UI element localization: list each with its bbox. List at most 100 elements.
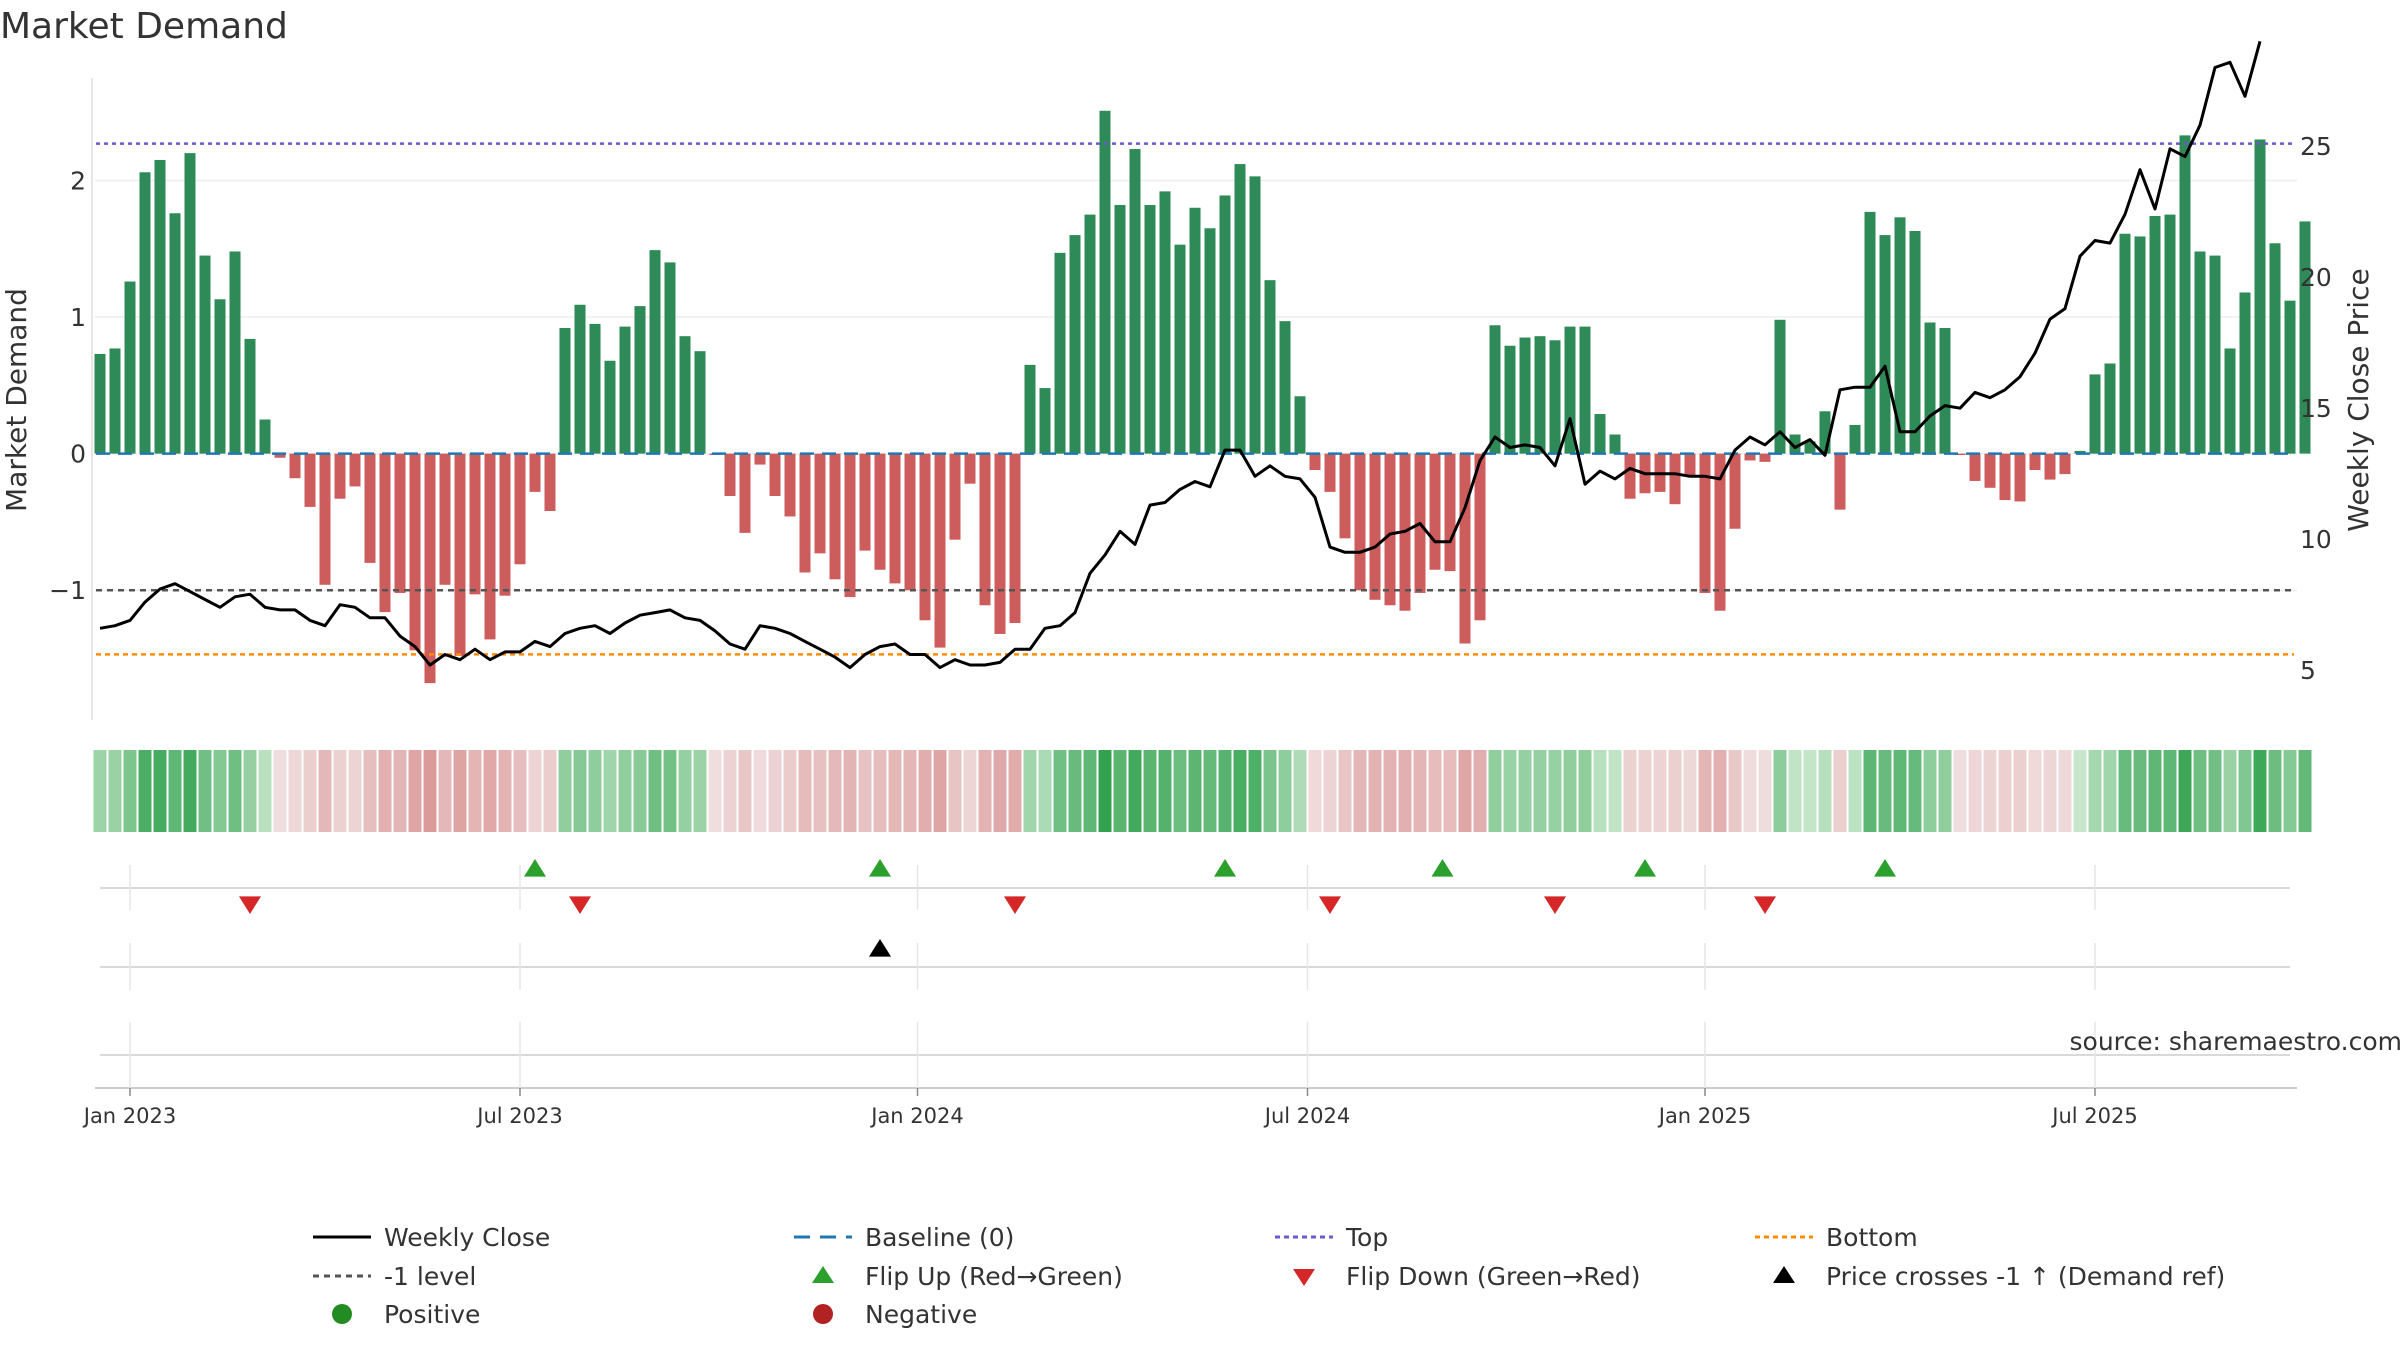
heat-cell xyxy=(723,750,737,832)
legend-label: -1 level xyxy=(384,1262,476,1291)
negative-demand-bar xyxy=(934,453,946,648)
negative-demand-bar xyxy=(1429,453,1441,570)
heat-cell xyxy=(318,750,332,832)
event-markers xyxy=(239,859,1896,957)
negative-demand-bar xyxy=(289,453,301,479)
x-tick-label: Jan 2024 xyxy=(869,1104,964,1128)
heat-cell xyxy=(1803,750,1817,832)
weekly-close-line-group xyxy=(99,40,2262,670)
heat-cell xyxy=(798,750,812,832)
heat-cell xyxy=(2298,750,2312,832)
x-tick-label: Jan 2025 xyxy=(1657,1104,1752,1128)
positive-demand-bar xyxy=(1804,441,1816,454)
negative-demand-bar xyxy=(1384,453,1396,606)
heat-cell xyxy=(93,750,107,832)
positive-demand-bar xyxy=(1849,424,1861,454)
legend-label: Positive xyxy=(384,1300,480,1329)
positive-demand-bar xyxy=(1159,191,1171,454)
positive-demand-bar xyxy=(1564,326,1576,454)
negative-demand-bar xyxy=(814,453,826,554)
heat-cell xyxy=(2178,750,2192,832)
positive-demand-bar xyxy=(649,250,661,454)
positive-demand-bar xyxy=(2239,292,2251,454)
right-tick-label: 10 xyxy=(2300,525,2332,554)
heat-cell xyxy=(1323,750,1337,832)
positive-demand-bar xyxy=(664,262,676,454)
negative-demand-bar xyxy=(1969,453,1981,481)
positive-demand-bar xyxy=(1819,411,1831,454)
negative-demand-bar xyxy=(889,453,901,584)
legend-flip-up-swatch xyxy=(812,1266,834,1283)
heat-cell xyxy=(1263,750,1277,832)
positive-demand-bar xyxy=(214,299,226,454)
heat-cell xyxy=(2043,750,2057,832)
heat-cell xyxy=(2163,750,2177,832)
heat-cell xyxy=(1308,750,1322,832)
positive-demand-bar xyxy=(1084,214,1096,454)
positive-demand-bar xyxy=(1924,322,1936,454)
heat-cell xyxy=(138,750,152,832)
flip-down-marker xyxy=(569,896,591,914)
heat-cell xyxy=(1053,750,1067,832)
positive-demand-bar xyxy=(2254,139,2266,454)
heat-cell xyxy=(1173,750,1187,832)
negative-demand-bar xyxy=(2014,453,2026,502)
positive-demand-bar xyxy=(634,306,646,454)
negative-demand-bar xyxy=(424,453,436,684)
heat-cell xyxy=(543,750,557,832)
right-tick-label: 25 xyxy=(2300,132,2332,161)
negative-demand-bar xyxy=(304,453,316,507)
positive-demand-bar xyxy=(604,360,616,454)
heat-cell xyxy=(1893,750,1907,832)
left-axis-label: Market Demand xyxy=(0,288,33,512)
negative-demand-bar xyxy=(409,453,421,651)
positive-demand-bar xyxy=(124,281,136,454)
positive-demand-bar xyxy=(169,213,181,454)
heat-cell xyxy=(273,750,287,832)
negative-demand-bar xyxy=(529,453,541,492)
negative-demand-bar xyxy=(859,453,871,551)
positive-demand-bar xyxy=(1279,321,1291,454)
negative-demand-bar xyxy=(319,453,331,585)
heat-cell xyxy=(1188,750,1202,832)
positive-demand-bar xyxy=(2134,236,2146,454)
positive-demand-bar xyxy=(1024,364,1036,454)
heat-cell xyxy=(1338,750,1352,832)
negative-demand-bar xyxy=(769,453,781,496)
flip-down-marker xyxy=(239,896,261,914)
positive-demand-bar xyxy=(94,353,106,454)
negative-demand-bar xyxy=(514,453,526,565)
heat-cell xyxy=(228,750,242,832)
positive-demand-bar xyxy=(2224,348,2236,454)
positive-demand-bar xyxy=(1534,336,1546,454)
negative-demand-bar xyxy=(1354,453,1366,591)
heat-cell xyxy=(1578,750,1592,832)
positive-demand-bar xyxy=(589,323,601,454)
positive-demand-bar xyxy=(1099,110,1111,454)
heat-cell xyxy=(963,750,977,832)
heat-cell xyxy=(813,750,827,832)
heat-cell xyxy=(1848,750,1862,832)
heat-cell xyxy=(1233,750,1247,832)
negative-demand-bar xyxy=(739,453,751,533)
heat-cell xyxy=(2148,750,2162,832)
negative-demand-bar xyxy=(844,453,856,598)
heat-cell xyxy=(453,750,467,832)
flip-up-marker xyxy=(1634,859,1656,877)
heat-cell xyxy=(2028,750,2042,832)
heat-cell xyxy=(1488,750,1502,832)
heat-cell xyxy=(1998,750,2012,832)
positive-demand-bar xyxy=(244,338,256,454)
heat-cell xyxy=(2283,750,2297,832)
heat-cell xyxy=(1668,750,1682,832)
x-tick-label: Jul 2025 xyxy=(2050,1104,2137,1128)
heat-cell xyxy=(468,750,482,832)
left-tick-label: 0 xyxy=(70,440,86,469)
heat-cell xyxy=(1428,750,1442,832)
heat-cell xyxy=(1653,750,1667,832)
legend-label: Price crosses -1 ↑ (Demand ref) xyxy=(1826,1262,2225,1291)
heat-cell xyxy=(1683,750,1697,832)
negative-demand-bar xyxy=(1339,453,1351,539)
positive-demand-bar xyxy=(1489,325,1501,454)
legend-label: Flip Up (Red→Green) xyxy=(865,1262,1123,1291)
